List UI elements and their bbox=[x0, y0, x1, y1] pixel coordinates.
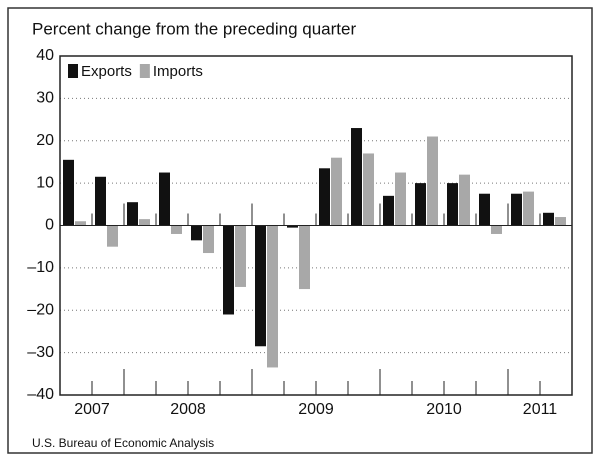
bar bbox=[127, 202, 138, 226]
y-tick-label: –10 bbox=[27, 259, 54, 276]
bar bbox=[235, 225, 246, 287]
bar bbox=[159, 172, 170, 226]
bar bbox=[479, 193, 490, 226]
bar bbox=[395, 172, 406, 226]
bar bbox=[223, 225, 234, 315]
frame bbox=[7, 7, 593, 454]
bar bbox=[447, 183, 458, 226]
bar bbox=[351, 128, 362, 226]
bar bbox=[383, 195, 394, 226]
bar bbox=[363, 153, 374, 226]
y-tick-label: –30 bbox=[27, 344, 54, 361]
bar bbox=[427, 136, 438, 226]
y-tick-label: 20 bbox=[36, 132, 54, 149]
bar bbox=[203, 225, 214, 254]
bar bbox=[63, 159, 74, 226]
bar bbox=[191, 225, 202, 241]
bar bbox=[415, 183, 426, 226]
bar bbox=[511, 193, 522, 226]
bar bbox=[459, 174, 470, 226]
legend-label: Imports bbox=[153, 63, 203, 80]
x-group-label: 2008 bbox=[170, 401, 206, 418]
bar bbox=[331, 157, 342, 226]
x-group-label: 2007 bbox=[74, 401, 110, 418]
y-tick-label: 40 bbox=[36, 47, 54, 64]
x-group-label: 2009 bbox=[298, 401, 334, 418]
bar bbox=[287, 225, 298, 228]
bar bbox=[555, 217, 566, 226]
bar bbox=[491, 225, 502, 234]
bar bbox=[255, 225, 266, 347]
bar bbox=[299, 225, 310, 290]
bar bbox=[267, 225, 278, 368]
y-tick-label: 10 bbox=[36, 174, 54, 191]
x-group-label: 2010 bbox=[426, 401, 462, 418]
y-tick-label: –40 bbox=[27, 386, 54, 403]
chart-title: Percent change from the preceding quarte… bbox=[32, 19, 356, 38]
bar bbox=[75, 221, 86, 226]
bar bbox=[95, 176, 106, 226]
bar bbox=[107, 225, 118, 247]
bar bbox=[543, 212, 554, 226]
x-group-label: 2011 bbox=[523, 401, 558, 418]
legend-swatch bbox=[68, 64, 78, 78]
y-tick-label: 0 bbox=[45, 217, 54, 234]
bar bbox=[171, 225, 182, 234]
y-tick-label: 30 bbox=[36, 90, 54, 107]
y-tick-label: –20 bbox=[27, 301, 54, 318]
bar bbox=[139, 219, 150, 226]
source: U.S. Bureau of Economic Analysis bbox=[32, 436, 214, 450]
legend-swatch bbox=[139, 64, 150, 78]
legend-label: Exports bbox=[81, 63, 132, 80]
bar bbox=[319, 168, 330, 226]
bar bbox=[523, 191, 534, 226]
